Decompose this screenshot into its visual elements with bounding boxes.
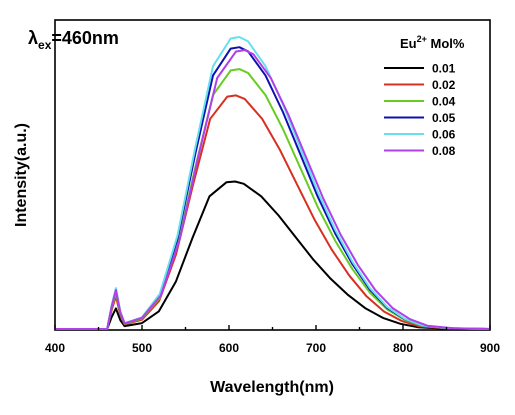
legend-label-0.06: 0.06 — [432, 128, 456, 142]
y-axis-title: Intensity(a.u.) — [13, 123, 30, 227]
excitation-label: λex=460nm — [28, 28, 119, 52]
series-line-0.01 — [54, 180, 489, 330]
x-tick-label: 900 — [480, 341, 500, 355]
x-tick-label: 500 — [132, 341, 152, 355]
x-tick-label: 400 — [45, 341, 65, 355]
series-line-0.02 — [54, 94, 490, 330]
legend-label-0.08: 0.08 — [432, 144, 456, 158]
plot-border — [54, 19, 491, 331]
legend: 0.01 0.02 0.04 0.05 0.06 0.08 — [384, 62, 456, 158]
x-axis-ticks: 400 500 600 700 800 900 — [45, 325, 500, 355]
legend-label-0.02: 0.02 — [432, 78, 456, 92]
legend-label-0.05: 0.05 — [432, 111, 456, 125]
series-line-0.08 — [54, 49, 491, 330]
series-line-0.05 — [54, 46, 491, 330]
x-tick-label: 600 — [219, 341, 239, 355]
series-group — [54, 36, 491, 330]
legend-label-0.04: 0.04 — [432, 95, 456, 109]
plot-frame — [54, 19, 491, 331]
legend-label-0.01: 0.01 — [432, 62, 456, 76]
x-tick-label: 800 — [393, 341, 413, 355]
x-axis-title: Wavelength(nm) — [210, 379, 334, 396]
x-tick-label: 700 — [306, 341, 326, 355]
legend-title: Eu2+ Mol% — [400, 34, 465, 51]
series-line-0.04 — [54, 68, 491, 330]
